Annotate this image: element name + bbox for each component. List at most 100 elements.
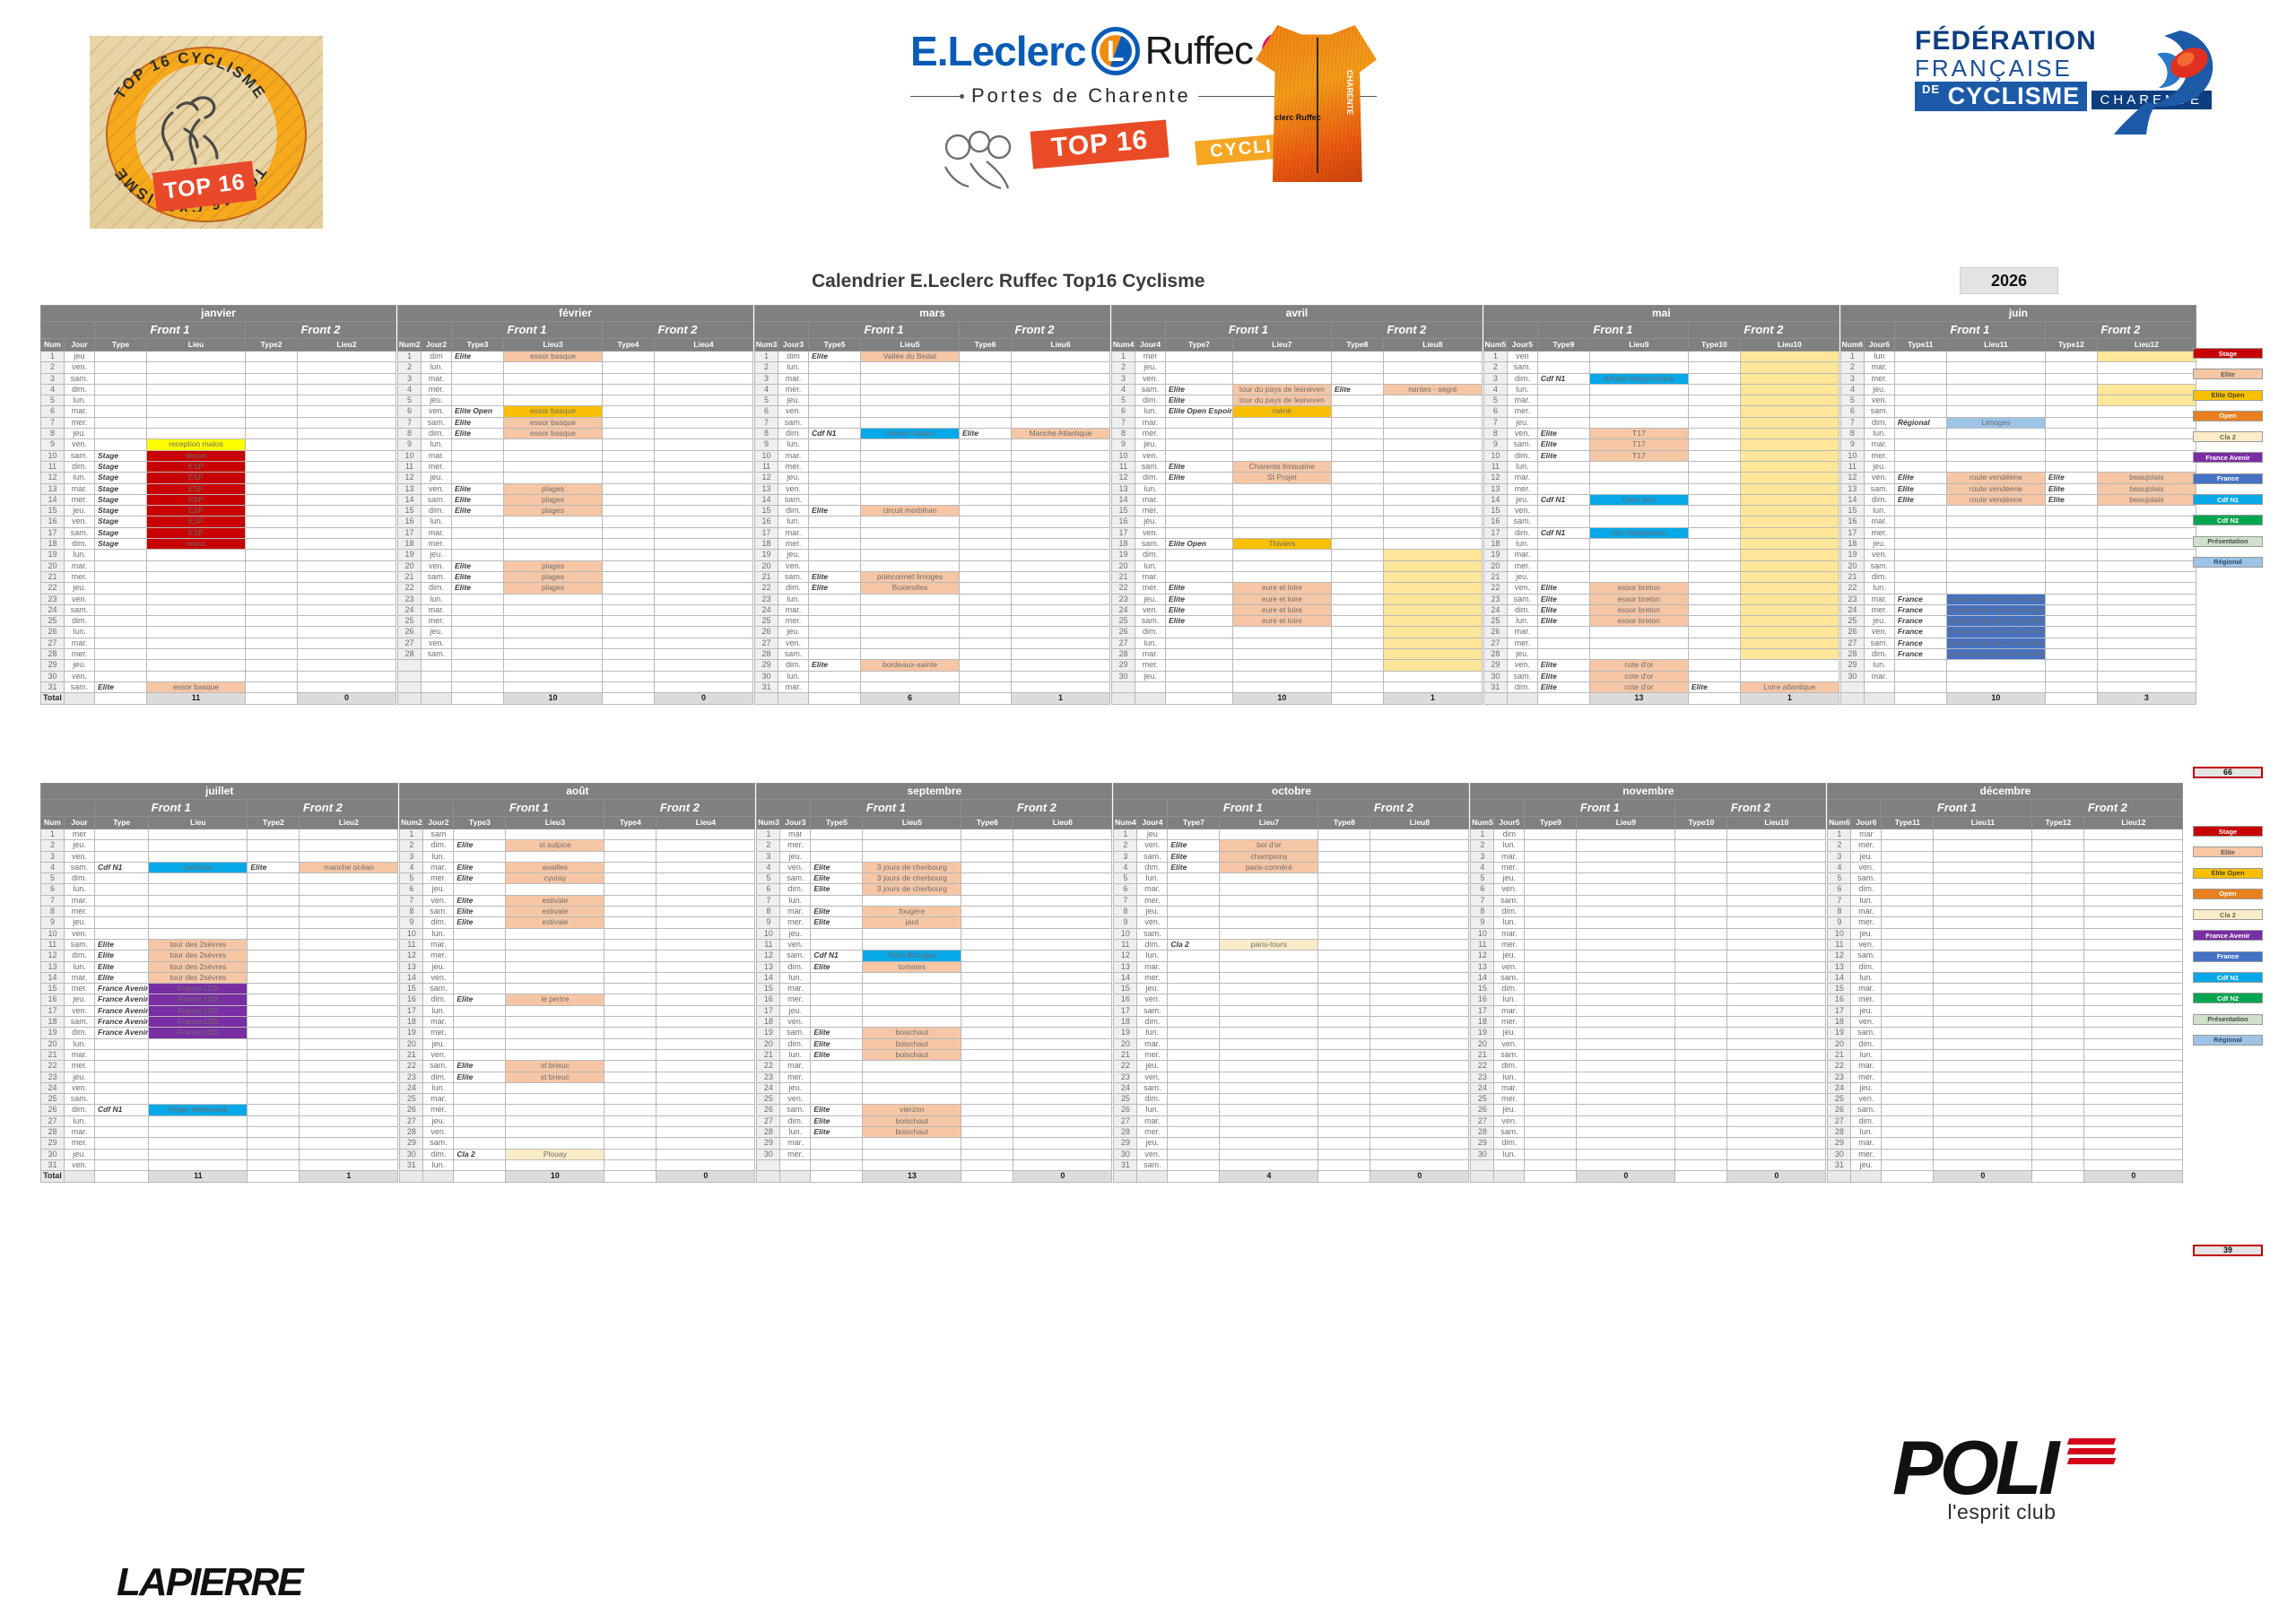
cell-type-front1[interactable]: Elite xyxy=(93,938,150,951)
cell-lieu-front1[interactable]: le pertre xyxy=(505,994,605,1006)
cell-type-front2[interactable] xyxy=(959,383,1012,396)
cell-type-front1[interactable]: Stage xyxy=(94,493,147,507)
cell-lieu-front1[interactable]: cyvray xyxy=(505,872,605,885)
cell-type-front1[interactable] xyxy=(808,438,861,451)
cell-lieu-front2[interactable] xyxy=(654,416,753,430)
cell-type-front1[interactable] xyxy=(1167,1093,1221,1106)
cell-type-front1[interactable] xyxy=(94,637,147,650)
cell-lieu-front2[interactable] xyxy=(2096,526,2196,540)
cell-type-front2[interactable] xyxy=(1318,1037,1371,1050)
cell-type-front2[interactable] xyxy=(602,637,655,650)
cell-type-front2[interactable] xyxy=(245,460,298,473)
cell-type-front1[interactable] xyxy=(1167,906,1221,918)
cell-lieu-front2[interactable] xyxy=(1382,603,1483,617)
cell-lieu-front2[interactable] xyxy=(1739,560,1839,572)
cell-lieu-front2[interactable] xyxy=(2083,1016,2184,1028)
cell-lieu-front1[interactable] xyxy=(1231,648,1332,661)
cell-lieu-front2[interactable] xyxy=(1011,593,1110,605)
cell-lieu-front2[interactable] xyxy=(1739,582,1839,595)
cell-type-front2[interactable] xyxy=(2044,438,2098,451)
cell-lieu-front1[interactable]: T17 xyxy=(1588,449,1689,462)
cell-lieu-front1[interactable] xyxy=(1576,971,1676,985)
cell-type-front2[interactable] xyxy=(1674,1060,1728,1072)
cell-lieu-front1[interactable]: availles xyxy=(505,861,605,874)
cell-lieu-front2[interactable] xyxy=(2096,670,2196,682)
cell-type-front2[interactable] xyxy=(2044,383,2098,396)
cell-lieu-front2[interactable] xyxy=(2083,1037,2184,1050)
cell-type-front2[interactable] xyxy=(602,549,655,561)
cell-lieu-front1[interactable] xyxy=(1945,449,2046,462)
cell-type-front1[interactable] xyxy=(1165,549,1233,561)
cell-lieu-front2[interactable] xyxy=(1013,839,1113,852)
cell-lieu-front2[interactable] xyxy=(297,395,396,407)
cell-lieu-front1[interactable]: boischaut xyxy=(862,1037,962,1050)
cell-lieu-front2[interactable] xyxy=(2096,383,2196,396)
cell-type-front2[interactable] xyxy=(247,1048,300,1062)
cell-lieu-front1[interactable] xyxy=(1933,1037,2033,1050)
cell-lieu-front2[interactable] xyxy=(2096,350,2196,363)
cell-lieu-front1[interactable] xyxy=(1231,526,1332,540)
cell-lieu-front2[interactable] xyxy=(654,615,753,628)
cell-type-front2[interactable] xyxy=(2031,1071,2085,1083)
cell-type-front2[interactable] xyxy=(2044,593,2098,605)
cell-type-front2[interactable] xyxy=(961,1159,1014,1172)
cell-lieu-front2[interactable] xyxy=(1726,938,1827,951)
cell-lieu-front1[interactable] xyxy=(1576,960,1676,973)
cell-lieu-front1[interactable]: boischaut xyxy=(862,1115,962,1128)
cell-type-front1[interactable] xyxy=(808,615,861,628)
cell-lieu-front1[interactable] xyxy=(505,927,605,940)
cell-type-front2[interactable] xyxy=(961,927,1014,940)
cell-type-front1[interactable]: Stage xyxy=(94,460,147,473)
cell-type-front1[interactable] xyxy=(1167,1060,1221,1072)
cell-type-front1[interactable] xyxy=(94,438,147,451)
cell-lieu-front2[interactable] xyxy=(1739,493,1839,507)
cell-lieu-front2[interactable] xyxy=(1370,1159,1470,1172)
cell-type-front2[interactable] xyxy=(961,850,1014,863)
cell-type-front2[interactable] xyxy=(602,603,655,617)
cell-type-front1[interactable] xyxy=(1536,395,1590,407)
cell-type-front1[interactable] xyxy=(451,438,504,451)
cell-type-front2[interactable] xyxy=(1318,1027,1371,1039)
cell-type-front1[interactable] xyxy=(1524,872,1578,885)
cell-lieu-front2[interactable] xyxy=(2083,960,2184,973)
cell-type-front2[interactable] xyxy=(961,839,1014,852)
cell-lieu-front2[interactable] xyxy=(297,603,396,617)
cell-type-front1[interactable] xyxy=(1893,505,1947,517)
cell-type-front1[interactable] xyxy=(93,1115,150,1128)
cell-type-front2[interactable] xyxy=(1330,405,1384,418)
cell-type-front1[interactable] xyxy=(451,549,504,561)
cell-lieu-front2[interactable] xyxy=(1726,1004,1827,1018)
cell-type-front2[interactable] xyxy=(604,1104,657,1116)
cell-type-front1[interactable] xyxy=(1536,516,1590,528)
cell-lieu-front2[interactable] xyxy=(2083,906,2184,918)
cell-lieu-front2[interactable] xyxy=(1011,615,1110,628)
cell-type-front1[interactable] xyxy=(1167,1027,1221,1039)
cell-type-front1[interactable] xyxy=(810,938,864,951)
cell-type-front2[interactable] xyxy=(2044,350,2098,363)
cell-type-front2[interactable] xyxy=(1330,395,1384,407)
cell-type-front2[interactable] xyxy=(1330,560,1384,572)
cell-lieu-front2[interactable] xyxy=(1382,472,1483,484)
cell-lieu-front1[interactable] xyxy=(1945,670,2046,682)
cell-type-front1[interactable] xyxy=(1881,906,1935,918)
cell-type-front2[interactable] xyxy=(602,395,655,407)
cell-lieu-front2[interactable] xyxy=(297,526,396,540)
cell-type-front1[interactable] xyxy=(1536,637,1590,650)
cell-lieu-front1[interactable] xyxy=(1231,505,1332,517)
cell-lieu-front2[interactable] xyxy=(1382,526,1483,540)
cell-type-front1[interactable] xyxy=(808,516,861,528)
cell-type-front1[interactable]: Elite xyxy=(1167,850,1221,863)
cell-lieu-front2[interactable] xyxy=(2083,1126,2184,1139)
cell-type-front2[interactable] xyxy=(245,615,298,628)
cell-lieu-front2[interactable] xyxy=(299,1137,399,1150)
cell-lieu-front2[interactable] xyxy=(2083,938,2184,951)
cell-lieu-front1[interactable]: ESP xyxy=(146,472,246,484)
cell-lieu-front1[interactable]: circuit morbihan xyxy=(860,505,960,517)
cell-lieu-front2[interactable] xyxy=(2096,626,2196,638)
cell-type-front2[interactable] xyxy=(602,361,655,374)
cell-type-front1[interactable] xyxy=(93,1148,150,1160)
cell-type-front1[interactable] xyxy=(1524,828,1578,841)
cell-type-front1[interactable] xyxy=(1881,1037,1935,1050)
cell-type-front2[interactable] xyxy=(604,1037,657,1050)
cell-type-front1[interactable] xyxy=(453,828,507,841)
